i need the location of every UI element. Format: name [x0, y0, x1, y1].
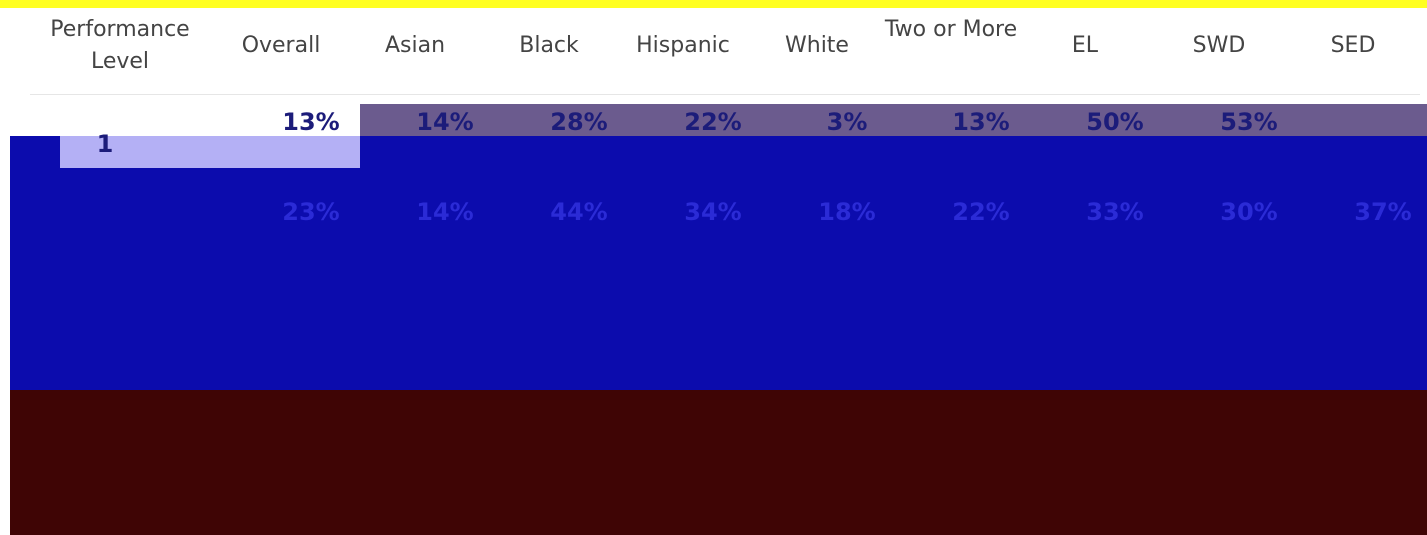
column-header: SED — [1330, 33, 1376, 58]
column-header: White — [785, 33, 849, 58]
table-cell: 23% — [282, 198, 340, 226]
top-strip — [0, 0, 1427, 8]
table-cell: 13% — [952, 108, 1010, 136]
column-header: Two or More — [884, 17, 1018, 42]
table-cell: 50% — [1086, 108, 1144, 136]
table-cell: 53% — [1220, 108, 1278, 136]
column-header: SWD — [1192, 33, 1246, 58]
table-cell: 28% — [550, 108, 608, 136]
header-rule — [30, 94, 1420, 95]
table-cell: 14% — [416, 108, 474, 136]
table-cell: 13% — [282, 108, 340, 136]
table-cell: 22% — [952, 198, 1010, 226]
row-band — [60, 104, 360, 136]
column-header: Hispanic — [636, 33, 730, 58]
row-band — [10, 390, 1427, 535]
row-band — [60, 136, 360, 168]
table-cell: 37% — [1354, 198, 1412, 226]
table-cell: 18% — [818, 198, 876, 226]
table-cell: 14% — [416, 198, 474, 226]
table-cell: 44% — [550, 198, 608, 226]
table-cell: 34% — [684, 198, 742, 226]
table-cell: 3% — [826, 108, 868, 136]
column-header: Performance Level — [50, 17, 190, 74]
column-header: Black — [519, 33, 579, 58]
table-cell: 22% — [684, 108, 742, 136]
row-band — [10, 136, 1427, 390]
column-header: EL — [1071, 33, 1099, 58]
row-band — [360, 104, 1427, 136]
table-cell: 33% — [1086, 198, 1144, 226]
column-header: Overall — [241, 33, 321, 58]
table-cell: 30% — [1220, 198, 1278, 226]
column-header: Asian — [384, 33, 446, 58]
row-label: 1 — [96, 130, 114, 158]
